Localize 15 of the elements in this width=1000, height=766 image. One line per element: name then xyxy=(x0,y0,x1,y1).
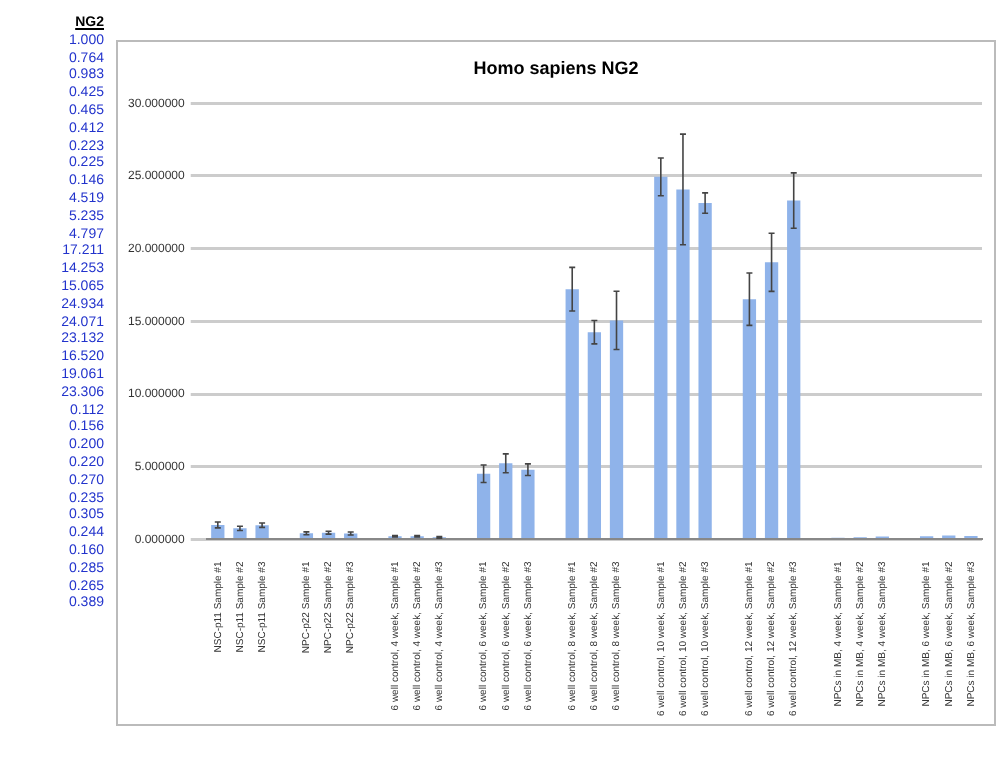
bar xyxy=(255,525,269,538)
bar xyxy=(609,320,624,538)
bar xyxy=(764,262,779,538)
bar xyxy=(565,289,579,538)
bar xyxy=(476,473,491,538)
bar xyxy=(787,200,801,538)
bar xyxy=(233,528,247,538)
bar xyxy=(698,203,712,538)
bar xyxy=(676,189,690,538)
bar xyxy=(499,463,513,538)
chart-title: Homo sapiens NG2 xyxy=(471,58,641,78)
bar xyxy=(587,332,602,538)
bar xyxy=(654,176,668,538)
bar xyxy=(742,299,757,538)
bar xyxy=(521,469,535,538)
